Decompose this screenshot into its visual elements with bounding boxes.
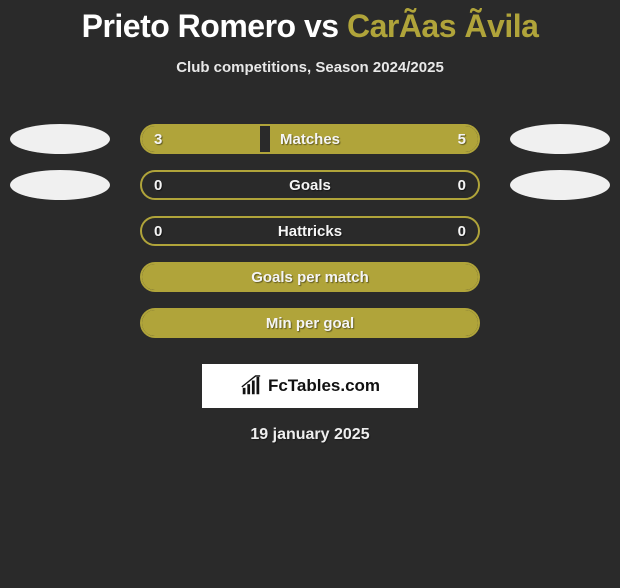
subtitle: Club competitions, Season 2024/2025 <box>0 59 620 76</box>
stat-row: Min per goal <box>0 300 620 346</box>
stat-row: Goals per match <box>0 254 620 300</box>
stat-right-value: 0 <box>458 223 466 240</box>
player2-name: CarÃ­as Ãvila <box>347 8 538 44</box>
stat-row: 0 0 Hattricks <box>0 208 620 254</box>
player1-name: Prieto Romero <box>82 8 296 44</box>
stat-row: 3 5 Matches <box>0 116 620 162</box>
stat-label: Min per goal <box>266 315 354 332</box>
stat-bar: Min per goal <box>140 308 480 338</box>
player2-oval <box>510 124 610 154</box>
vs-label: vs <box>304 8 339 44</box>
watermark-text: FcTables.com <box>268 376 380 396</box>
date-label: 19 january 2025 <box>0 426 620 444</box>
player2-oval <box>510 170 610 200</box>
stat-left-value: 0 <box>154 223 162 240</box>
player1-oval <box>10 124 110 154</box>
stat-right-value: 5 <box>458 131 466 148</box>
stat-left-value: 3 <box>154 131 162 148</box>
stats-rows: 3 5 Matches 0 0 Goals 0 0 Hattricks Goals per mat… <box>0 116 620 346</box>
comparison-title: Prieto Romero vs CarÃ­as Ãvila <box>0 8 620 45</box>
stat-bar: 3 5 Matches <box>140 124 480 154</box>
stat-bar: Goals per match <box>140 262 480 292</box>
watermark: FcTables.com <box>202 364 418 408</box>
barchart-icon <box>240 375 262 397</box>
player1-oval <box>10 170 110 200</box>
stat-label: Matches <box>280 131 340 148</box>
stat-right-value: 0 <box>458 177 466 194</box>
stat-left-value: 0 <box>154 177 162 194</box>
stat-label: Goals <box>289 177 331 194</box>
stat-label: Goals per match <box>251 269 369 286</box>
stat-bar: 0 0 Hattricks <box>140 216 480 246</box>
stat-row: 0 0 Goals <box>0 162 620 208</box>
stat-bar: 0 0 Goals <box>140 170 480 200</box>
stat-label: Hattricks <box>278 223 342 240</box>
